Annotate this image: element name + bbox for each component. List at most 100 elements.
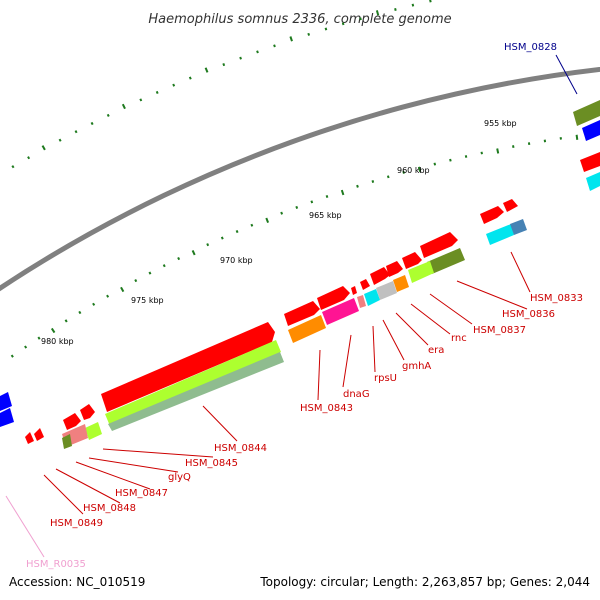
kbp-label-960: 960 kbp bbox=[397, 166, 430, 175]
leader-hsm-0833 bbox=[510, 251, 531, 293]
tick-marks bbox=[10, 0, 594, 358]
label-hsm-0848[interactable]: HSM_0848 bbox=[83, 503, 136, 514]
kbp-tick bbox=[464, 155, 468, 158]
kbp-tick bbox=[340, 189, 345, 196]
kbp-tick bbox=[417, 166, 422, 172]
kbp-tick bbox=[106, 113, 110, 117]
label-hsm-0836[interactable]: HSM_0836 bbox=[502, 309, 555, 320]
gene-hsm-0828-olive[interactable] bbox=[573, 100, 600, 126]
label-rpsU[interactable]: rpsU bbox=[374, 373, 397, 384]
gene-dnaG-magenta[interactable] bbox=[322, 298, 359, 325]
label-gmhA[interactable]: gmhA bbox=[402, 361, 431, 372]
label-hsm-r0035[interactable]: HSM_R0035 bbox=[26, 559, 86, 570]
label-hsm-0844[interactable]: HSM_0844 bbox=[214, 443, 267, 454]
gene-hsm-0849-red[interactable] bbox=[34, 428, 44, 441]
kbp-tick bbox=[295, 205, 299, 209]
kbp-tick bbox=[162, 264, 166, 268]
kbp-tick bbox=[575, 134, 579, 140]
gene-hsm-0833-a[interactable] bbox=[480, 206, 504, 224]
label-hsm-0845[interactable]: HSM_0845 bbox=[185, 458, 238, 469]
gene-rpsU-pink[interactable] bbox=[357, 295, 366, 308]
kbp-tick bbox=[191, 249, 196, 256]
kbp-tick bbox=[341, 22, 345, 26]
kbp-tick bbox=[324, 27, 328, 31]
gene-hsm-0849-red-b[interactable] bbox=[25, 432, 34, 444]
kbp-tick bbox=[188, 76, 192, 80]
gene-right-cyan[interactable] bbox=[586, 172, 600, 191]
label-rnc[interactable]: rnc bbox=[451, 333, 467, 344]
label-hsm-0837[interactable]: HSM_0837 bbox=[473, 325, 526, 336]
gene-hsm-0843-red[interactable] bbox=[284, 301, 320, 326]
gene-features bbox=[0, 100, 600, 449]
gene-era-red[interactable] bbox=[386, 261, 403, 277]
kbp-tick bbox=[120, 286, 125, 293]
kbp-tick bbox=[222, 63, 226, 67]
label-hsm-0847[interactable]: HSM_0847 bbox=[115, 488, 168, 499]
gene-right-red[interactable] bbox=[580, 152, 600, 172]
kbp-tick bbox=[74, 130, 78, 134]
kbp-tick bbox=[155, 90, 159, 94]
label-hsm-0849[interactable]: HSM_0849 bbox=[50, 518, 103, 529]
label-dnaG[interactable]: dnaG bbox=[343, 389, 370, 400]
label-hsm-0843[interactable]: HSM_0843 bbox=[300, 403, 353, 414]
leader-hsm-r0035 bbox=[5, 495, 45, 558]
kbp-tick bbox=[375, 10, 380, 16]
kbp-tick bbox=[429, 0, 432, 3]
gene-glyQ-red[interactable] bbox=[63, 413, 81, 430]
kbp-tick bbox=[256, 50, 259, 54]
gene-hsm-0848-olive[interactable] bbox=[62, 434, 72, 449]
gene-rpsU-cyan[interactable] bbox=[364, 289, 380, 306]
gene-hsm-0844-sage[interactable] bbox=[108, 352, 284, 431]
gene-hsm-0847-lime[interactable] bbox=[85, 422, 102, 440]
gene-hsm-0836-steel[interactable] bbox=[510, 219, 527, 235]
label-hsm-0833[interactable]: HSM_0833 bbox=[530, 293, 583, 304]
gene-small-red[interactable] bbox=[351, 286, 357, 295]
kbp-tick bbox=[496, 148, 500, 154]
gene-hsm-0844-lime[interactable] bbox=[105, 340, 281, 426]
gene-gmhA-red[interactable] bbox=[370, 267, 390, 285]
gene-rpsU-red[interactable] bbox=[360, 279, 370, 290]
gene-dnaG-red[interactable] bbox=[317, 286, 350, 310]
kbp-tick bbox=[92, 302, 96, 306]
gene-hsm-0843-orange[interactable] bbox=[288, 315, 326, 343]
kbp-label-975: 975 kbp bbox=[131, 296, 164, 305]
kbp-tick bbox=[106, 294, 110, 298]
kbp-tick bbox=[220, 236, 224, 240]
kbp-tick bbox=[449, 158, 452, 162]
leader-hsm-0837 bbox=[429, 293, 473, 325]
kbp-tick bbox=[386, 175, 390, 179]
kbp-tick bbox=[58, 138, 62, 142]
leader-era bbox=[395, 312, 429, 346]
kbp-tick bbox=[148, 271, 152, 275]
kbp-tick bbox=[250, 223, 254, 227]
leader-hsm-0848 bbox=[55, 468, 121, 504]
gene-hsm-0836-cyan[interactable] bbox=[486, 224, 514, 245]
gene-hsm-0837-b[interactable] bbox=[402, 252, 422, 269]
gene-right-blue[interactable] bbox=[582, 120, 600, 141]
gene-labels: HSM_0828 HSM_0833 HSM_0836 HSM_0837 rnc … bbox=[26, 42, 583, 570]
kbp-tick bbox=[433, 162, 437, 166]
gene-hsm-0837-a[interactable] bbox=[420, 232, 458, 258]
accession-text: Accession: NC_010519 bbox=[9, 575, 145, 589]
label-hsm-0828[interactable]: HSM_0828 bbox=[504, 42, 557, 53]
gene-hsm-0845-red[interactable] bbox=[80, 404, 95, 420]
kbp-tick bbox=[177, 256, 181, 261]
kbp-label-970: 970 kbp bbox=[220, 256, 253, 265]
kbp-tick bbox=[411, 3, 415, 7]
gene-left-blue-b[interactable] bbox=[0, 408, 14, 427]
gene-hsm-0844-red[interactable] bbox=[101, 322, 275, 412]
kbp-tick bbox=[273, 44, 276, 48]
kbp-tick bbox=[289, 36, 293, 42]
kbp-tick bbox=[90, 121, 94, 126]
gene-hsm-0833-b[interactable] bbox=[503, 199, 518, 212]
leader-hsm-0828 bbox=[555, 54, 578, 95]
gene-rnc-olive[interactable] bbox=[427, 248, 465, 274]
gene-rnc-lime[interactable] bbox=[408, 261, 434, 283]
label-glyQ[interactable]: glyQ bbox=[168, 472, 191, 483]
gene-era-orange[interactable] bbox=[393, 275, 409, 292]
leader-hsm-0844 bbox=[202, 405, 238, 442]
kbp-tick bbox=[206, 243, 210, 247]
label-era[interactable]: era bbox=[428, 345, 444, 356]
gene-left-blue-a[interactable] bbox=[0, 392, 12, 411]
gene-gmhA-silver[interactable] bbox=[376, 281, 397, 300]
